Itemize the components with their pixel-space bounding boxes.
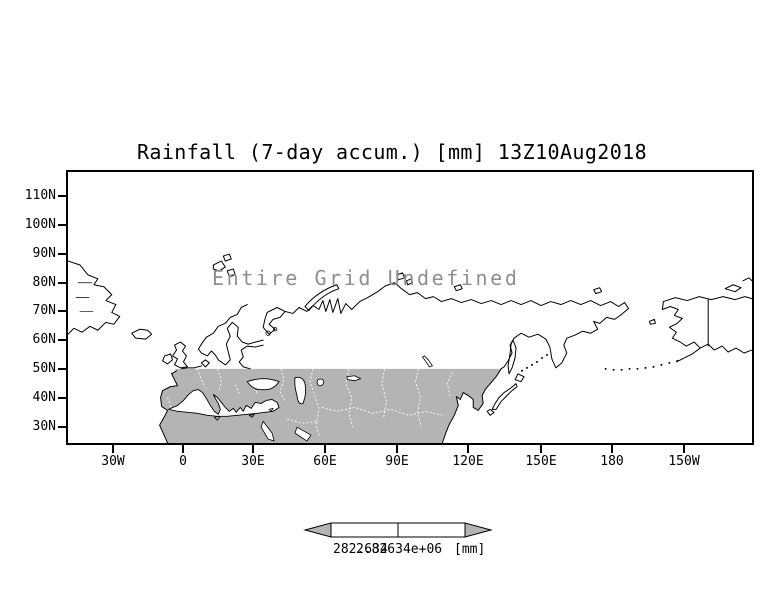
lat-tick-label: 40N bbox=[32, 390, 56, 405]
ireland-coastline bbox=[162, 353, 174, 365]
lat-tick-label: 100N bbox=[24, 217, 56, 232]
lon-tick-label: 90E bbox=[385, 454, 409, 469]
plot-title: Rainfall (7-day accum.) [mm] 13Z10Aug201… bbox=[136, 140, 648, 164]
colorbar-unit-label: [mm] bbox=[454, 542, 486, 557]
lat-tick-label: 80N bbox=[32, 275, 56, 290]
lon-tick bbox=[467, 445, 469, 453]
lat-tick-label: 30N bbox=[32, 419, 56, 434]
lat-tick bbox=[58, 253, 66, 255]
lat-tick bbox=[58, 195, 66, 197]
lon-tick-label: 150E bbox=[525, 454, 557, 469]
scandinavia-coastline bbox=[197, 304, 264, 366]
lat-tick-label: 110N bbox=[24, 188, 56, 203]
iberia-coastline bbox=[159, 370, 179, 443]
novaya-zemlya-coastline bbox=[304, 284, 340, 311]
colorbar-label-right: 2.82634e+06 bbox=[356, 542, 443, 557]
lat-tick bbox=[58, 310, 66, 312]
coastline-map bbox=[68, 253, 752, 443]
lon-tick bbox=[252, 445, 254, 453]
lon-tick-label: 60E bbox=[313, 454, 337, 469]
country-borders-dashed bbox=[167, 368, 453, 438]
lat-tick bbox=[58, 282, 66, 284]
lat-tick-label: 50N bbox=[32, 361, 56, 376]
uk-coastline bbox=[172, 341, 188, 369]
colorbar-left-arrow-icon bbox=[303, 522, 332, 538]
lat-tick-label: 90N bbox=[32, 246, 56, 261]
japan-coastline bbox=[486, 373, 525, 416]
alaska-coastline bbox=[662, 296, 752, 303]
lon-tick-label: 30W bbox=[101, 454, 125, 469]
lat-tick bbox=[58, 426, 66, 428]
entire-grid-undefined-text: Entire Grid Undefined bbox=[212, 266, 520, 290]
lon-tick bbox=[182, 445, 184, 453]
caspian-sea-coastline bbox=[294, 376, 307, 405]
map-frame bbox=[66, 170, 754, 445]
iceland-coastline bbox=[131, 328, 153, 340]
lat-tick bbox=[58, 368, 66, 370]
lon-tick-label: 30E bbox=[241, 454, 265, 469]
lat-tick bbox=[58, 397, 66, 399]
lon-tick bbox=[611, 445, 613, 453]
siberia-coastline bbox=[284, 282, 630, 370]
lon-tick bbox=[324, 445, 326, 453]
lon-tick-label: 180 bbox=[600, 454, 624, 469]
sakhalin-coastline bbox=[507, 339, 517, 375]
east-asia-coastline bbox=[441, 368, 502, 443]
lat-tick-label: 70N bbox=[32, 303, 56, 318]
island-chain-dots bbox=[521, 353, 679, 372]
greenland-coastline bbox=[68, 260, 121, 335]
lon-tick bbox=[396, 445, 398, 453]
lon-tick bbox=[540, 445, 542, 453]
black-sea-coastline bbox=[246, 378, 280, 391]
lon-tick-label: 150W bbox=[668, 454, 700, 469]
lon-tick-label: 120E bbox=[452, 454, 484, 469]
lat-tick bbox=[58, 339, 66, 341]
lon-tick bbox=[683, 445, 685, 453]
coastlines bbox=[68, 253, 752, 443]
lat-tick-label: 60N bbox=[32, 332, 56, 347]
lon-tick bbox=[112, 445, 114, 453]
colorbar bbox=[303, 522, 493, 538]
lake-balkhash bbox=[346, 375, 362, 382]
lon-tick-label: 0 bbox=[179, 454, 187, 469]
colorbar-label-left: 282.634 bbox=[333, 542, 388, 557]
lat-tick bbox=[58, 224, 66, 226]
mediterranean-coastline bbox=[168, 389, 280, 417]
svalbard-coastline bbox=[212, 253, 236, 278]
gray-undefined-shading bbox=[159, 368, 502, 443]
colorbar-right-arrow-icon bbox=[464, 522, 493, 538]
lake-baikal bbox=[422, 355, 433, 368]
